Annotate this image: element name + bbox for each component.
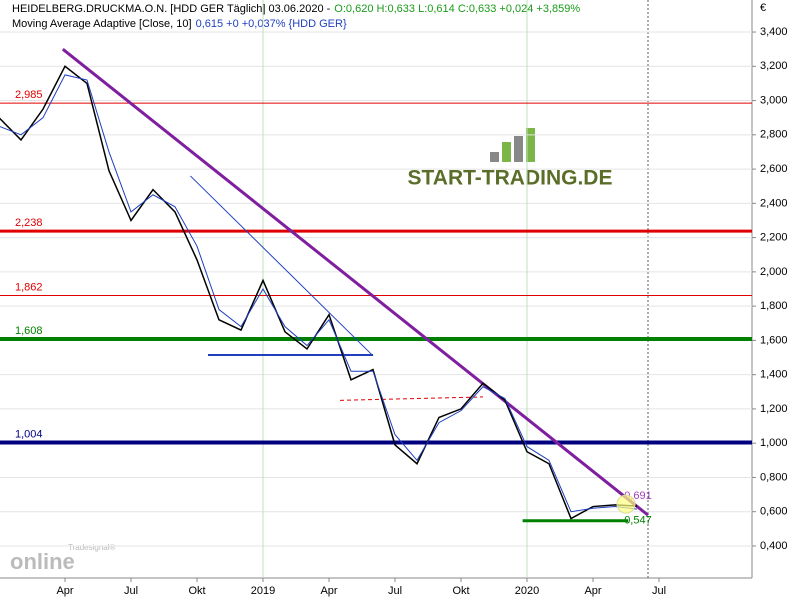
y-tick-label: 0,800 [760,471,788,483]
y-tick-label: 2,600 [760,163,788,175]
x-tick-label: Jul [124,585,138,597]
y-tick-label: 2,200 [760,232,788,244]
y-tick-label: 2,800 [760,129,788,141]
y-tick-label: 3,000 [760,94,788,106]
level-label: 1,862 [15,281,43,293]
y-tick-label: 1,400 [760,369,788,381]
x-tick-label: Apr [56,585,73,597]
x-tick-label: Jul [388,585,402,597]
level-label: 2,238 [15,217,43,229]
y-tick-label: 1,000 [760,437,788,449]
series-line [0,65,638,520]
x-tick-label: Apr [584,585,601,597]
series-line [0,74,638,513]
y-tick-label: 1,600 [760,334,788,346]
indicator-quote: 0,615 +0 +0,037% {HDD GER} [196,18,347,30]
brand: online [10,549,75,574]
header-quote: O:0,620 H:0,633 L:0,614 C:0,633 +0,024 +… [334,3,580,15]
trendline [190,175,374,357]
x-tick-label: Okt [452,585,469,597]
level-label: 1,004 [15,428,43,440]
annotation: 0,547 [624,515,652,527]
x-tick-label: 2020 [515,585,539,597]
y-tick-label: 1,800 [760,300,788,312]
x-tick-label: Okt [188,585,205,597]
highlight [616,494,636,514]
x-tick-label: Apr [320,585,337,597]
y-tick-label: 2,000 [760,266,788,278]
indicator-name: Moving Average Adaptive [Close, 10] [12,18,192,30]
y-tick-label: 0,600 [760,506,788,518]
brand-sub: Tradesignal® [68,543,116,552]
currency: € [760,2,766,14]
header: HEIDELBERG.DRUCKMA.O.N. [HDD GER Täglich… [12,3,580,30]
header-name: HEIDELBERG.DRUCKMA.O.N. [HDD GER Täglich… [12,3,331,15]
y-tick-label: 2,400 [760,197,788,209]
trendline [339,396,484,401]
y-tick-label: 1,200 [760,403,788,415]
y-tick-label: 3,200 [760,60,788,72]
watermark-text: START-TRADING.DE [408,167,613,190]
level-label: 1,608 [15,325,43,337]
watermark: START-TRADING.DE [408,128,613,190]
trendline [61,47,649,517]
x-tick-label: Jul [652,585,666,597]
level-label: 2,985 [15,89,43,101]
x-tick-label: 2019 [251,585,275,597]
y-tick-label: 0,400 [760,540,788,552]
y-tick-label: 3,400 [760,26,788,38]
